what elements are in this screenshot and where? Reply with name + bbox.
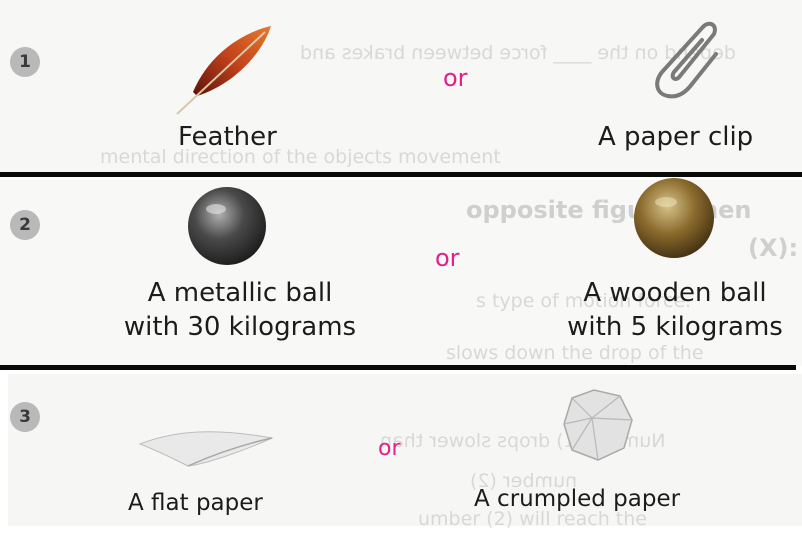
row-number-badge: 3 <box>10 402 40 432</box>
show-through-text: mental direction of the objects movement <box>100 146 501 168</box>
flat-paper-icon <box>138 431 274 467</box>
question-row-3: Number (1) drops slower than number (2) … <box>8 374 802 530</box>
question-row-1: depend on the ____ force between brakes … <box>0 0 802 172</box>
option-label-line2: with 30 kilograms <box>123 312 357 342</box>
option-label-line1: A wooden ball <box>583 278 767 308</box>
or-connector: or <box>435 244 460 272</box>
option-label: Feather <box>178 122 277 152</box>
option-label-line1: A metallic ball <box>147 278 333 308</box>
or-connector: or <box>378 436 401 461</box>
metal-ball-icon <box>188 187 266 265</box>
option-label: A crumpled paper <box>474 486 681 512</box>
option-label: A flat paper <box>128 490 263 516</box>
crumpled-paper-icon <box>563 389 633 461</box>
show-through-text: slows down the drop of the <box>446 342 704 364</box>
paper-clip-icon <box>655 21 718 99</box>
option-label: A paper clip <box>598 122 754 152</box>
question-row-2: opposite figure, then (X): s type of mot… <box>0 178 802 366</box>
show-through-text: umber (2) will reach the <box>418 508 647 530</box>
feather-icon <box>176 26 271 115</box>
divider <box>0 365 796 370</box>
row-number-badge: 2 <box>10 210 40 240</box>
option-label: A wooden ball with 5 kilograms <box>550 276 800 344</box>
wooden-ball-icon <box>634 178 714 258</box>
show-through-text: s type of motion force. <box>476 290 692 312</box>
or-connector: or <box>443 64 468 92</box>
option-label-line2: with 5 kilograms <box>567 312 783 342</box>
option-label: A metallic ball with 30 kilograms <box>110 276 370 344</box>
divider <box>0 172 802 177</box>
row-number-badge: 1 <box>10 47 40 77</box>
show-through-text: (X): <box>748 234 799 262</box>
